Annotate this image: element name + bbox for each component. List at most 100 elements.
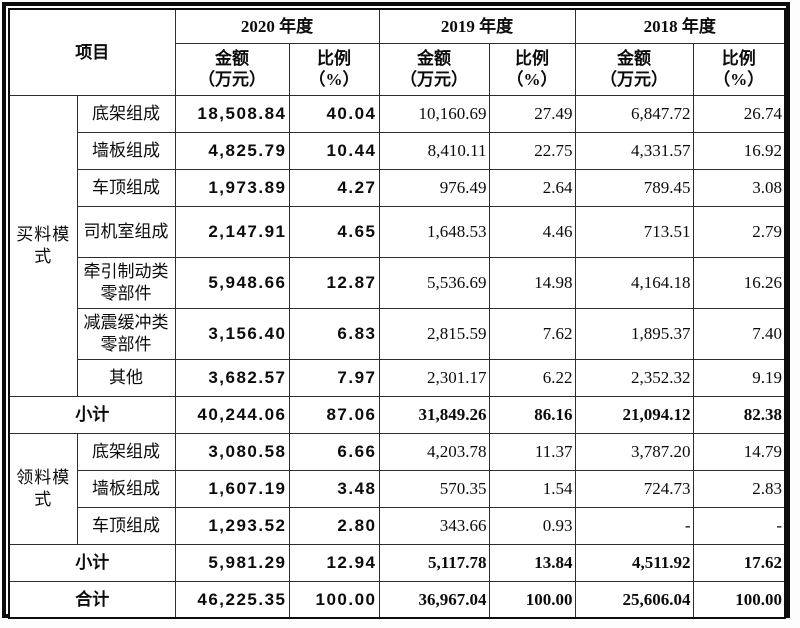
ratio-unit: （%） xyxy=(308,70,360,89)
cell-amount-2018: 4,164.18 xyxy=(574,256,694,309)
cell-amount-2020: 5,981.29 xyxy=(174,543,290,582)
cell-amount-2018: 21,094.12 xyxy=(574,395,694,434)
table-row: 司机室组成 2,147.91 4.65 1,648.53 4.46 713.51… xyxy=(9,205,786,258)
row-label: 底架组成 xyxy=(76,432,176,471)
cell-amount-2019: 31,849.26 xyxy=(378,395,490,434)
cell-ratio-2020: 4.27 xyxy=(288,168,380,207)
table-row: 其他 3,682.57 7.97 2,301.17 6.22 2,352.32 … xyxy=(9,358,786,397)
ratio-label: 比例 xyxy=(515,48,549,68)
row-label: 车顶组成 xyxy=(76,168,176,207)
header-ratio-2020: 比例 （%） xyxy=(288,42,380,96)
cell-ratio-2020: 87.06 xyxy=(288,395,380,434)
amount-label: 金额 xyxy=(215,48,249,68)
cell-amount-2018: 6,847.72 xyxy=(574,94,694,133)
header-ratio-2019: 比例 （%） xyxy=(488,42,576,96)
group-pick-mode: 领料模式 xyxy=(8,432,78,545)
material-cost-table: 项目 2020 年度 2019 年度 2018 年度 金额 （万元） 比例 （%… xyxy=(8,8,786,619)
cell-amount-2019: 10,160.69 xyxy=(378,94,490,133)
header-year-2020: 2020 年度 xyxy=(174,8,380,44)
header-year-2019: 2019 年度 xyxy=(378,8,576,44)
table-row: 领料模式 底架组成 3,080.58 6.66 4,203.78 11.37 3… xyxy=(8,432,786,545)
subtotal-row-buy: 小计 40,244.06 87.06 31,849.26 86.16 21,09… xyxy=(8,395,786,434)
cell-ratio-2019: 13.84 xyxy=(488,543,576,582)
cell-ratio-2018: 3.08 xyxy=(692,168,786,207)
cell-amount-2020: 46,225.35 xyxy=(174,580,290,619)
cell-amount-2018: 3,787.20 xyxy=(574,432,694,471)
cell-ratio-2020: 3.48 xyxy=(288,469,380,508)
cell-ratio-2020: 4.65 xyxy=(288,205,380,258)
cell-ratio-2020: 6.66 xyxy=(288,432,380,471)
row-label: 墙板组成 xyxy=(76,469,176,508)
cell-amount-2018: 789.45 xyxy=(574,168,694,207)
row-label: 减震缓冲类零部件 xyxy=(76,307,176,360)
cell-amount-2020: 3,682.57 xyxy=(174,358,290,397)
cell-ratio-2018: 2.83 xyxy=(692,469,786,508)
cell-ratio-2020: 2.80 xyxy=(288,506,380,545)
cell-amount-2018: 713.51 xyxy=(574,205,694,258)
cell-ratio-2019: 0.93 xyxy=(488,506,576,545)
table-row: 车顶组成 1,293.52 2.80 343.66 0.93 - - xyxy=(9,506,786,545)
cell-amount-2019: 570.35 xyxy=(378,469,490,508)
row-label: 牵引制动类零部件 xyxy=(76,256,176,309)
cell-amount-2018: 724.73 xyxy=(574,469,694,508)
amount-unit: （万元） xyxy=(198,70,266,89)
header-amount-2020: 金额 （万元） xyxy=(174,42,290,96)
table-row: 墙板组成 4,825.79 10.44 8,410.11 22.75 4,331… xyxy=(9,131,786,170)
table-row: 减震缓冲类零部件 3,156.40 6.83 2,815.59 7.62 1,8… xyxy=(9,307,786,360)
cell-amount-2020: 5,948.66 xyxy=(174,256,290,309)
ratio-label: 比例 xyxy=(721,48,756,68)
cell-amount-2020: 1,293.52 xyxy=(174,506,290,545)
cell-ratio-2020: 6.83 xyxy=(288,307,380,360)
amount-label: 金额 xyxy=(617,48,651,68)
table-outer-frame: 项目 2020 年度 2019 年度 2018 年度 金额 （万元） 比例 （%… xyxy=(2,2,790,619)
cell-amount-2019: 5,536.69 xyxy=(378,256,490,309)
cell-ratio-2019: 14.98 xyxy=(488,256,576,309)
cell-amount-2019: 1,648.53 xyxy=(378,205,490,258)
cell-amount-2019: 2,815.59 xyxy=(378,307,490,360)
cell-ratio-2018: 2.79 xyxy=(692,205,786,258)
cell-ratio-2018: 9.19 xyxy=(692,358,786,397)
row-label: 底架组成 xyxy=(76,94,176,133)
cell-ratio-2018: - xyxy=(692,506,786,545)
header-year-2018: 2018 年度 xyxy=(574,8,786,44)
header-row-measures: 金额 （万元） 比例 （%） 金额 （万元） 比例 （%） 金额 （万元） 比例… xyxy=(9,42,786,96)
cell-amount-2018: 4,331.57 xyxy=(574,131,694,170)
row-label: 司机室组成 xyxy=(76,205,176,258)
cell-ratio-2020: 100.00 xyxy=(288,580,380,619)
row-label: 其他 xyxy=(76,358,176,397)
total-row: 合计 46,225.35 100.00 36,967.04 100.00 25,… xyxy=(8,580,786,619)
cell-amount-2020: 1,973.89 xyxy=(174,168,290,207)
row-label: 墙板组成 xyxy=(76,131,176,170)
cell-amount-2019: 343.66 xyxy=(378,506,490,545)
cell-amount-2020: 2,147.91 xyxy=(174,205,290,258)
subtotal-row-pick: 小计 5,981.29 12.94 5,117.78 13.84 4,511.9… xyxy=(8,543,786,582)
table-row: 车顶组成 1,973.89 4.27 976.49 2.64 789.45 3.… xyxy=(9,168,786,207)
cell-ratio-2019: 7.62 xyxy=(488,307,576,360)
cell-ratio-2020: 7.97 xyxy=(288,358,380,397)
cell-ratio-2018: 100.00 xyxy=(692,580,786,619)
cell-ratio-2019: 4.46 xyxy=(488,205,576,258)
cell-amount-2019: 8,410.11 xyxy=(378,131,490,170)
header-item: 项目 xyxy=(8,8,176,96)
cell-ratio-2018: 7.40 xyxy=(692,307,786,360)
subtotal-label: 小计 xyxy=(8,395,176,434)
cell-amount-2020: 18,508.84 xyxy=(174,94,290,133)
cell-ratio-2020: 12.87 xyxy=(288,256,380,309)
cell-ratio-2020: 10.44 xyxy=(288,131,380,170)
table-row: 墙板组成 1,607.19 3.48 570.35 1.54 724.73 2.… xyxy=(9,469,786,508)
cell-amount-2019: 4,203.78 xyxy=(378,432,490,471)
cell-ratio-2019: 11.37 xyxy=(488,432,576,471)
cell-ratio-2019: 100.00 xyxy=(488,580,576,619)
cell-ratio-2018: 26.74 xyxy=(692,94,786,133)
cell-ratio-2020: 40.04 xyxy=(288,94,380,133)
header-ratio-2018: 比例 （%） xyxy=(692,42,786,96)
cell-amount-2018: 2,352.32 xyxy=(574,358,694,397)
cell-amount-2020: 3,080.58 xyxy=(174,432,290,471)
cell-ratio-2019: 1.54 xyxy=(488,469,576,508)
cell-amount-2018: 25,606.04 xyxy=(574,580,694,619)
cell-ratio-2019: 22.75 xyxy=(488,131,576,170)
cell-ratio-2018: 16.26 xyxy=(692,256,786,309)
cell-ratio-2019: 2.64 xyxy=(488,168,576,207)
cell-amount-2020: 40,244.06 xyxy=(174,395,290,434)
table-row: 牵引制动类零部件 5,948.66 12.87 5,536.69 14.98 4… xyxy=(9,256,786,309)
